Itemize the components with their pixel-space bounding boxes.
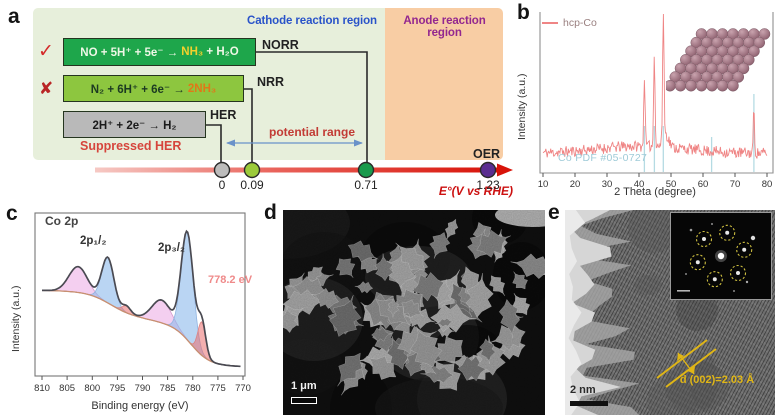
norr-pathway-label: NORR [262,38,299,52]
potential-range-label: potential range [268,125,355,139]
svg-text:10: 10 [538,179,549,190]
panel-b-label: b [517,1,530,24]
xps-plot: 810 805 800 795 790 785 780 775 770 [34,212,251,394]
svg-text:40: 40 [634,179,645,190]
her-equation-box: 2H⁺ + 2e⁻ → H₂ [63,111,206,138]
norr-equation-box: NO + 5H⁺ + 5e⁻ → NH₃ + H₂O [63,38,256,66]
anode-region-header: Anode reaction region [403,15,486,39]
cathode-region-header: Cathode reaction region [247,15,377,27]
xps-2p32-label: 2p₃/₂ [158,242,186,254]
anode-region-background [385,8,503,160]
nrr-equation-reactants: N₂ + 6H⁺ + 6e⁻ → [90,83,188,96]
nrr-pathway-label: NRR [257,75,285,89]
potential-tick-1.23: 1.23 [476,178,500,192]
oer-label: OER [473,147,501,161]
xrd-reference-label: Co PDF #05-0727 [558,152,648,164]
d-spacing-annotation: d (002)=2.03 Å [679,374,755,386]
her-connector-line [206,124,222,162]
hcp-crystal-structure-inset [666,28,771,92]
norr-connector-line [256,51,368,162]
xrd-x-axis-title: 2 Theta (degree) [614,186,696,198]
sem-scalebar-label: 1 μm [291,380,317,392]
norr-equation-product-highlight: NH₃ [181,46,204,58]
potential-axis-arrowhead [497,163,513,177]
norr-equation-reactants: NO + 5H⁺ + 5e⁻ → [80,47,182,59]
potential-axis-line [95,167,497,173]
svg-text:790: 790 [135,383,151,394]
svg-text:770: 770 [235,383,251,394]
norr-equation-product-rest: + H₂O [203,46,239,58]
panel-c-label: c [6,202,18,225]
xps-binding-energy-annotation: 778.2 eV [208,274,253,286]
svg-text:785: 785 [160,383,176,394]
potential-tick-0: 0 [218,178,226,192]
cross-icon: ✘ [39,79,54,98]
xrd-legend-label: hcp-Co [563,17,597,29]
svg-text:30: 30 [602,179,613,190]
nrr-equation-box: N₂ + 6H⁺ + 6e⁻ → 2NH₃ [63,75,244,102]
xrd-legend: hcp-Co [542,17,597,29]
potential-axis-title: E°(V vs RHE) [438,184,513,198]
potential-tick-0.71: 0.71 [354,178,378,192]
xrd-plot: 10 20 30 40 50 60 70 80 [538,12,774,190]
potential-axis [95,51,513,179]
saed-inset [670,212,772,300]
panel-a-label: a [8,5,20,28]
potential-points [213,161,497,179]
potential-tick-0.09: 0.09 [240,178,264,192]
d-spacing-marker [656,339,717,388]
svg-text:805: 805 [59,383,75,394]
her-pathway-label: HER [210,108,237,122]
svg-text:800: 800 [84,383,100,394]
svg-text:50: 50 [666,179,677,190]
svg-text:80: 80 [762,179,773,190]
potential-range-arrowhead-left [226,139,235,147]
hrtem-scalebar-label: 2 nm [570,384,596,396]
panel-e-label: e [548,201,560,224]
xps-x-axis-title: Binding energy (eV) [91,400,189,412]
hrtem-scalebar [570,401,608,406]
svg-text:810: 810 [34,383,50,394]
sem-image [222,187,571,418]
svg-text:70: 70 [730,179,741,190]
xps-title: Co 2p [45,214,79,228]
xrd-legend-line-swatch [542,22,558,24]
svg-text:60: 60 [698,179,709,190]
her-equation: 2H⁺ + 2e⁻ → H₂ [92,119,177,132]
xps-y-axis-title: Intensity (a.u.) [10,285,22,352]
svg-text:20: 20 [570,179,581,190]
svg-text:780: 780 [185,383,201,394]
nrr-equation-product-highlight: 2NH₃ [187,82,217,95]
xps-2p12-label: 2p₁/₂ [80,235,107,247]
hrtem-overlay [565,210,775,415]
svg-text:795: 795 [109,383,125,394]
check-icon: ✓ [38,41,54,62]
panel-d-label: d [264,201,277,224]
sem-scalebar [291,397,317,404]
svg-text:775: 775 [210,383,226,394]
xrd-y-axis-title: Intensity (a.u.) [516,73,528,140]
potential-range-arrowhead-right [354,139,363,147]
suppressed-her-note: Suppressed HER [80,139,182,153]
nrr-connector-line [244,88,253,162]
